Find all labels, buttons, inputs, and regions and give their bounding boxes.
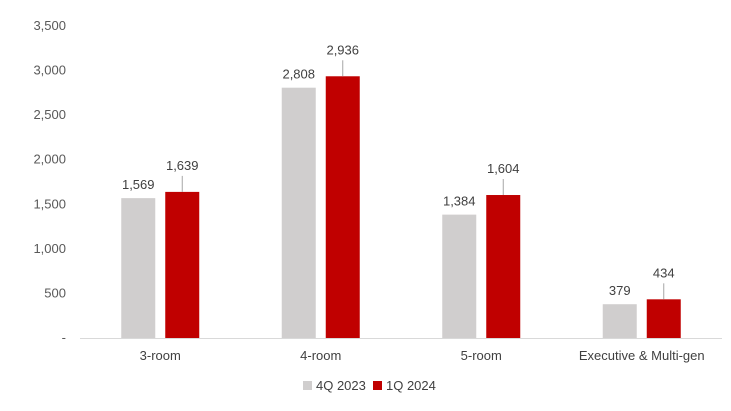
legend-swatch xyxy=(373,381,382,390)
bar xyxy=(646,299,681,338)
data-labels: 1,569 1,639 2,808 2,936 1,384 1,604 379 434 xyxy=(122,42,675,300)
x-tick-label: 3-room xyxy=(140,348,181,363)
bar xyxy=(602,304,637,338)
bar xyxy=(325,76,360,338)
y-tick-label: 3,000 xyxy=(33,63,66,78)
data-label: 1,604 xyxy=(487,161,520,176)
x-tick-label: 5-room xyxy=(461,348,502,363)
data-label: 1,569 xyxy=(122,177,155,192)
bar xyxy=(165,191,200,338)
y-tick-label: 1,500 xyxy=(33,196,66,211)
data-label: 379 xyxy=(609,283,631,298)
x-tick-label: 4-room xyxy=(300,348,341,363)
y-tick-label: 2,500 xyxy=(33,107,66,122)
legend-swatch xyxy=(303,381,312,390)
y-axis: - 500 1,000 1,500 2,000 2,500 3,000 3,500 xyxy=(33,18,66,345)
y-tick-label: 3,500 xyxy=(33,18,66,33)
data-label: 434 xyxy=(653,265,675,280)
legend-label: 1Q 2024 xyxy=(386,378,436,393)
data-label: 2,936 xyxy=(326,42,359,57)
bar xyxy=(281,87,316,338)
y-tick-label: 2,000 xyxy=(33,152,66,167)
y-tick-label: 1,000 xyxy=(33,241,66,256)
legend-label: 4Q 2023 xyxy=(316,378,366,393)
y-tick-label: - xyxy=(62,330,66,345)
legend: 4Q 2023 1Q 2024 xyxy=(303,378,436,393)
y-tick-label: 500 xyxy=(44,285,66,300)
bar xyxy=(442,214,477,338)
data-label: 1,384 xyxy=(443,194,476,209)
x-axis: 3-room 4-room 5-room Executive & Multi-gen xyxy=(140,348,705,363)
data-label: 2,808 xyxy=(282,67,315,82)
bar xyxy=(486,195,521,338)
bars xyxy=(121,76,681,338)
x-tick-label: Executive & Multi-gen xyxy=(579,348,705,363)
data-label: 1,639 xyxy=(166,158,199,173)
bar xyxy=(121,198,156,338)
